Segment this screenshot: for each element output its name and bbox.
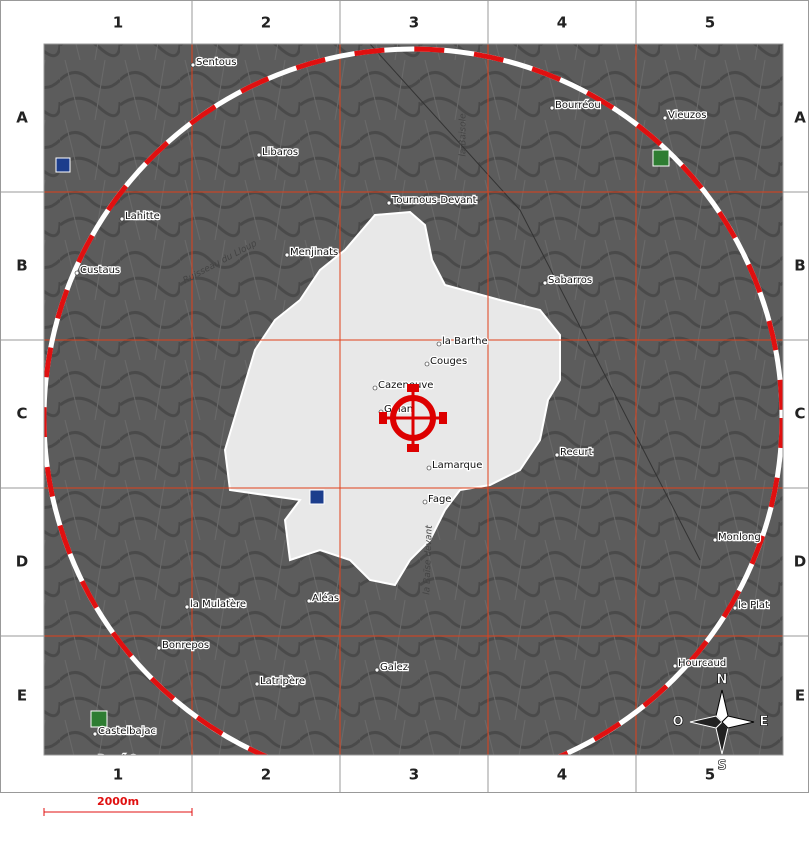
- place-dot: [542, 280, 548, 286]
- place-label: Monlong: [718, 532, 761, 543]
- place-label: Lahitte: [125, 211, 160, 222]
- range-circle-dashes: [44, 46, 783, 755]
- place-dot: [554, 452, 560, 458]
- place-dot: [92, 731, 98, 737]
- building-icon: [55, 157, 71, 173]
- column-label: 2: [261, 14, 271, 32]
- stream-label: la Baïse devant: [422, 525, 434, 595]
- scale-label: 2000m: [97, 795, 139, 808]
- column-label: 4: [557, 766, 567, 784]
- compass-w: O: [672, 715, 683, 730]
- building-icon: [309, 489, 325, 505]
- column-label: 3: [409, 14, 419, 32]
- place-dot: [156, 645, 162, 651]
- place-label: Vieuzos: [668, 110, 706, 121]
- row-label: E: [795, 687, 805, 705]
- row-label: A: [16, 109, 28, 127]
- place-dot: [74, 270, 80, 276]
- place-label: Menjinats: [290, 247, 338, 258]
- place-dot: [549, 105, 555, 111]
- place-dot: [672, 663, 678, 669]
- place-dot: [184, 604, 190, 610]
- place-dot: [254, 681, 260, 687]
- compass-rose: [689, 689, 755, 755]
- place-dot: [190, 62, 196, 68]
- place-label: le Plat: [738, 600, 769, 611]
- column-label: 1: [113, 766, 123, 784]
- place-label: Libaros: [262, 147, 298, 158]
- place-dot: [386, 200, 392, 206]
- place-label: Darré Gay: [98, 753, 149, 765]
- row-label: C: [16, 405, 27, 423]
- place-dot: [422, 499, 428, 505]
- column-label: 1: [113, 14, 123, 32]
- target: [379, 384, 447, 452]
- place-label: Castelbajac: [98, 726, 156, 737]
- place-dot: [306, 598, 312, 604]
- place-label: Couges: [430, 356, 467, 367]
- farm-icon: [652, 149, 670, 167]
- compass-s: S: [717, 759, 726, 774]
- place-dot: [424, 361, 430, 367]
- place-label: Hourcaud: [678, 658, 726, 669]
- place-label: Fage: [428, 494, 451, 505]
- compass-e: E: [760, 715, 769, 730]
- place-dot: [284, 252, 290, 258]
- column-label: 2: [261, 766, 271, 784]
- column-label: 3: [409, 766, 419, 784]
- place-label: Lamarque: [432, 460, 482, 471]
- power-line: [369, 44, 701, 561]
- place-dot: [93, 760, 97, 764]
- place-dot: [436, 341, 442, 347]
- place-label: la Barthe: [442, 336, 488, 347]
- stream-label: la Baisole: [459, 113, 469, 157]
- place-dot: [372, 385, 378, 391]
- row-label: D: [794, 553, 806, 571]
- column-label: 5: [705, 14, 715, 32]
- row-label: C: [794, 405, 805, 423]
- place-label: Custaus: [80, 265, 120, 276]
- place-label: Aléas: [312, 592, 339, 604]
- place-label: Latripère: [260, 675, 305, 687]
- grid-lines: [44, 44, 783, 755]
- place-dot: [374, 667, 380, 673]
- commune-area: [223, 210, 561, 587]
- place-dot: [712, 537, 718, 543]
- place-label: Bourréou: [555, 99, 601, 111]
- place-dot: [256, 152, 262, 158]
- place-label: Tournous-Devant: [391, 195, 477, 206]
- farm-icon: [90, 710, 108, 728]
- row-label: B: [16, 257, 27, 275]
- place-dot: [426, 465, 432, 471]
- place-label: la Mulatère: [190, 598, 246, 610]
- column-label: 5: [705, 766, 715, 784]
- place-label: Cazeneuve: [378, 380, 433, 391]
- place-dot: [119, 216, 125, 222]
- place-dot: [662, 115, 668, 121]
- column-label: 4: [557, 14, 567, 32]
- row-label: A: [794, 109, 806, 127]
- row-label: D: [16, 553, 28, 571]
- place-label: Sabarros: [548, 275, 592, 286]
- row-label: E: [17, 687, 27, 705]
- place-label: Sentous: [196, 57, 236, 68]
- compass-n: N: [717, 673, 728, 688]
- place-label: Bonrepos: [162, 640, 209, 651]
- place-label: Recurt: [560, 447, 593, 458]
- map-area: Sentous Libaros Tournous-Devant Bourréou Vie…: [44, 44, 783, 765]
- row-label: B: [794, 257, 805, 275]
- place-label: Galez: [380, 662, 408, 673]
- place-dot: [732, 605, 738, 611]
